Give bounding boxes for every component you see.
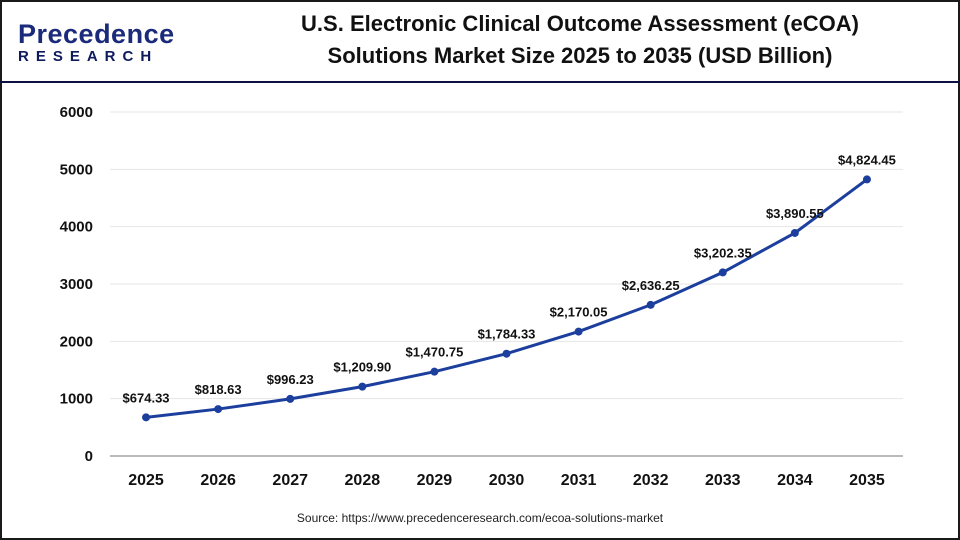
y-tick-label: 5000 (60, 161, 93, 178)
data-point (718, 268, 727, 277)
x-tick-label: 2033 (705, 472, 741, 489)
data-point (142, 413, 151, 422)
y-tick-label: 6000 (60, 104, 93, 121)
data-label: $3,202.35 (694, 245, 752, 260)
data-label: $1,784.33 (478, 327, 536, 342)
x-tick-label: 2030 (489, 472, 525, 489)
data-point (214, 405, 223, 414)
chart-title: U.S. Electronic Clinical Outcome Assessm… (220, 8, 940, 72)
x-tick-label: 2032 (633, 472, 669, 489)
x-tick-label: 2026 (200, 472, 236, 489)
x-tick-label: 2027 (272, 472, 308, 489)
data-label: $2,636.25 (622, 278, 680, 293)
data-label: $3,890.55 (766, 206, 824, 221)
x-tick-label: 2035 (849, 472, 885, 489)
precedence-research-logo: Precedence RESEARCH (18, 19, 175, 65)
data-point (502, 349, 511, 358)
data-label: $674.33 (123, 390, 170, 405)
data-label: $1,209.90 (333, 360, 391, 375)
x-tick-label: 2031 (561, 472, 597, 489)
data-point (430, 367, 439, 376)
y-tick-label: 0 (85, 448, 93, 465)
y-tick-label: 2000 (60, 333, 93, 350)
logo-subtitle: RESEARCH (18, 48, 159, 65)
data-point (646, 300, 655, 309)
data-point (286, 394, 295, 403)
y-tick-label: 4000 (60, 219, 93, 236)
data-point (862, 175, 871, 184)
chart-title-line2: Solutions Market Size 2025 to 2035 (USD … (327, 43, 833, 68)
data-label: $4,824.45 (838, 152, 896, 167)
data-label: $2,170.05 (550, 305, 608, 320)
x-tick-label: 2029 (417, 472, 453, 489)
data-point (790, 228, 799, 237)
data-label: $1,470.75 (405, 345, 463, 360)
x-tick-label: 2034 (777, 472, 813, 489)
x-tick-label: 2025 (128, 472, 164, 489)
data-point (358, 382, 367, 391)
chart-title-line1: U.S. Electronic Clinical Outcome Assessm… (301, 11, 859, 36)
series-line (145, 178, 868, 419)
y-tick-label: 3000 (60, 276, 93, 293)
logo-wordmark: Precedence (18, 19, 175, 49)
y-tick-label: 1000 (60, 391, 93, 408)
source-note: Source: https://www.precedenceresearch.c… (296, 511, 664, 525)
data-point (574, 327, 583, 336)
data-label: $996.23 (267, 372, 314, 387)
header: Precedence RESEARCH U.S. Electronic Clin… (0, 0, 960, 83)
data-label: $818.63 (195, 382, 242, 397)
x-tick-label: 2028 (345, 472, 381, 489)
